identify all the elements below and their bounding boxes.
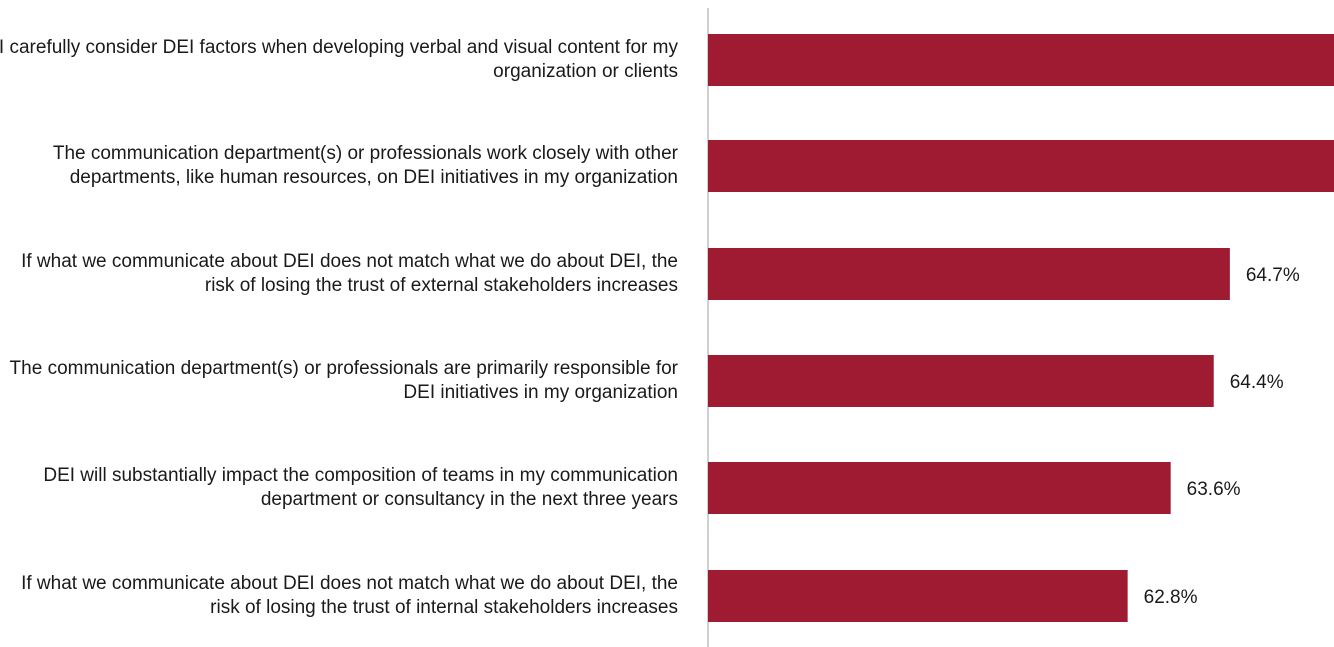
- category-label: The communication department(s) or profe…: [52, 143, 678, 188]
- value-label: 64.4%: [1230, 372, 1284, 393]
- bar: [708, 248, 1230, 300]
- category-label: If what we communicate about DEI does no…: [21, 573, 678, 618]
- bar-group: [708, 34, 1334, 622]
- bar: [708, 570, 1128, 622]
- bar: [708, 462, 1171, 514]
- category-label: The communication department(s) or profe…: [9, 358, 678, 403]
- value-label: 64.7%: [1246, 265, 1300, 286]
- bar: [708, 34, 1334, 86]
- value-label: 62.8%: [1144, 587, 1198, 608]
- value-label-group: 68.2%67.7%64.7%64.4%63.6%62.8%: [1144, 265, 1300, 608]
- category-label: DEI will substantially impact the compos…: [43, 465, 678, 510]
- bar: [708, 140, 1334, 192]
- category-label: If what we communicate about DEI does no…: [21, 251, 678, 296]
- category-label: I carefully consider DEI factors when de…: [0, 37, 678, 82]
- bar: [708, 355, 1214, 407]
- value-label: 63.6%: [1187, 479, 1241, 500]
